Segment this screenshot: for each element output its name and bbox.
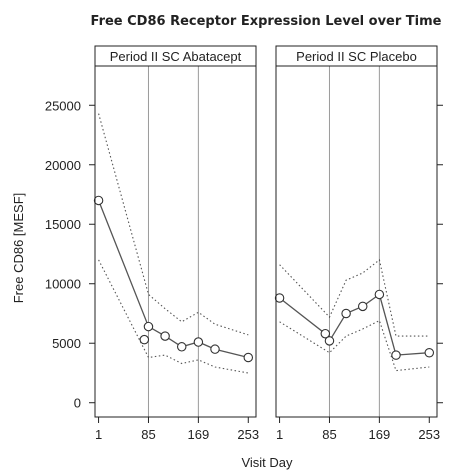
x-tick-label: 253 xyxy=(418,427,440,442)
data-point xyxy=(210,344,220,354)
data-point xyxy=(243,352,254,363)
y-tick-label: 20000 xyxy=(45,158,81,173)
lower-bound-line xyxy=(98,259,249,374)
data-point xyxy=(193,337,204,347)
upper-bound-line xyxy=(98,113,249,336)
data-point xyxy=(176,342,187,352)
data-point xyxy=(93,195,104,206)
data-point xyxy=(391,350,401,360)
plot-area: Period II SC Abatacept 1 85 169 253 0 5000 1000… xyxy=(45,45,443,442)
y-tick-label: 10000 xyxy=(45,277,81,292)
x-tick-label: 1 xyxy=(276,427,283,442)
data-point xyxy=(324,336,335,346)
data-point xyxy=(139,334,150,345)
mean-line xyxy=(97,200,249,359)
data-point xyxy=(357,301,368,312)
y-tick-label: 25000 xyxy=(45,98,81,113)
upper-bound-line xyxy=(279,258,430,337)
panel-1: Period II SC Abatacept 1 85 169 253 0 5000 1000… xyxy=(45,45,259,442)
data-point xyxy=(143,321,154,332)
x-tick-label: 169 xyxy=(188,427,210,442)
panel-frame xyxy=(94,65,257,418)
x-tick-label: 85 xyxy=(141,427,155,442)
chart-title: Free CD86 Receptor Expression Level over… xyxy=(91,14,442,29)
data-point xyxy=(374,289,385,300)
y-tick-label: 15000 xyxy=(45,217,81,232)
x-tick-label: 253 xyxy=(237,427,259,442)
panel-2: Period II SC Placebo 1 85 169 253 xyxy=(274,45,443,442)
x-tick-label: 1 xyxy=(95,427,102,442)
data-point xyxy=(160,331,170,341)
x-tick-label: 85 xyxy=(322,427,336,442)
mean-line xyxy=(279,293,430,356)
panel-strip-label: Period II SC Placebo xyxy=(296,49,417,64)
y-tick-label: 5000 xyxy=(52,336,81,351)
y-tick-label: 0 xyxy=(74,396,81,411)
lower-bound-line xyxy=(279,319,430,372)
panel-strip-label: Period II SC Abatacept xyxy=(110,49,242,64)
y-axis-label: Free CD86 [MESF] xyxy=(11,193,26,304)
data-point xyxy=(320,328,331,339)
data-point xyxy=(341,308,351,319)
data-point xyxy=(424,347,435,358)
panel-frame xyxy=(275,65,438,418)
x-tick-label: 169 xyxy=(369,427,391,442)
x-axis-label: Visit Day xyxy=(241,455,293,470)
data-point xyxy=(274,293,285,303)
